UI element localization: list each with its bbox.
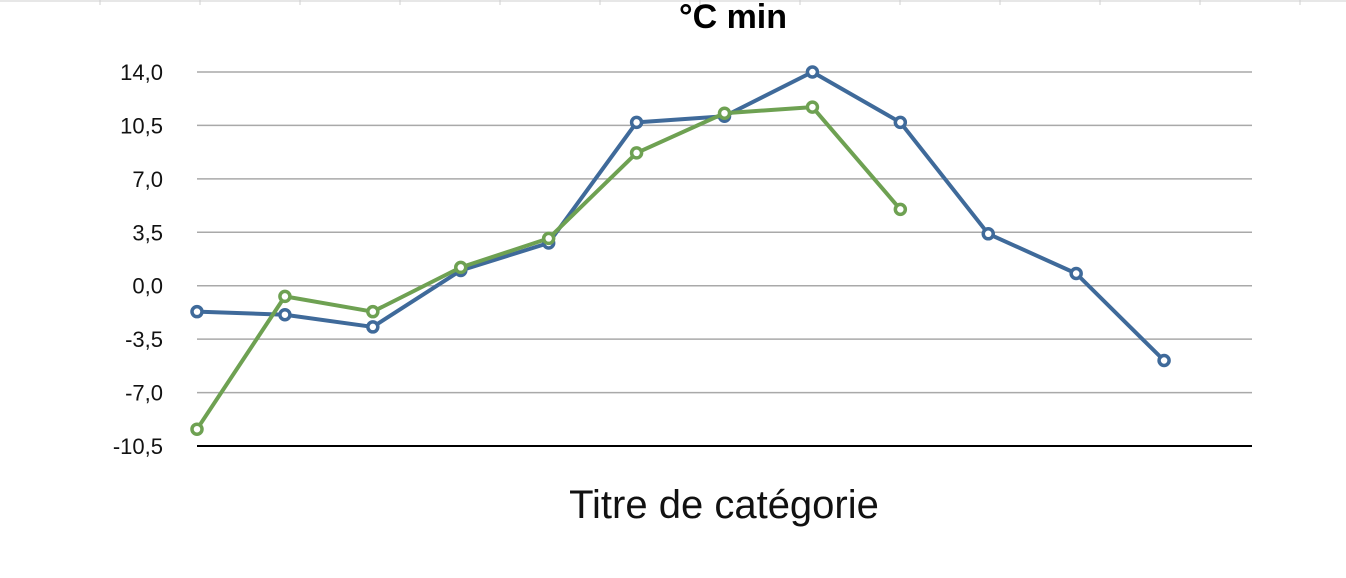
data-point [805, 100, 820, 114]
data-point [278, 289, 292, 304]
data-point [893, 202, 908, 217]
data-point [541, 231, 556, 246]
data-point [1069, 266, 1083, 281]
y-tick-label: -10,5 [113, 434, 163, 459]
data-point [190, 422, 204, 436]
data-point [190, 304, 204, 319]
data-point [981, 227, 995, 241]
x-axis-title: Titre de catégorie [569, 483, 879, 527]
y-tick-label: 10,5 [120, 113, 163, 138]
series-layer [190, 65, 1171, 436]
data-point [629, 146, 644, 160]
y-tick-label: 14,0 [120, 60, 163, 85]
series-2 [190, 100, 908, 436]
data-point [805, 65, 820, 79]
data-point [454, 260, 468, 275]
y-tick-label: 0,0 [132, 274, 163, 299]
y-tick-label: -3,5 [125, 327, 163, 352]
series-line [195, 70, 1167, 363]
data-point [1157, 353, 1171, 368]
data-point [629, 115, 644, 130]
y-tick-labels: 14,0 10,5 7,0 3,5 0,0 -3,5 -7,0 -10,5 [113, 60, 163, 459]
data-point [366, 304, 380, 319]
data-point [893, 115, 908, 130]
chart-title: °C min [679, 0, 787, 36]
series-line [195, 105, 903, 432]
data-point [278, 307, 292, 322]
data-point [717, 106, 732, 120]
y-tick-label: 3,5 [132, 220, 163, 245]
y-tick-label: 7,0 [132, 167, 163, 192]
series-1 [190, 65, 1171, 368]
data-point [366, 320, 380, 334]
gridlines [197, 71, 1252, 447]
y-tick-label: -7,0 [125, 381, 163, 406]
chart-top-border [0, 0, 1346, 5]
